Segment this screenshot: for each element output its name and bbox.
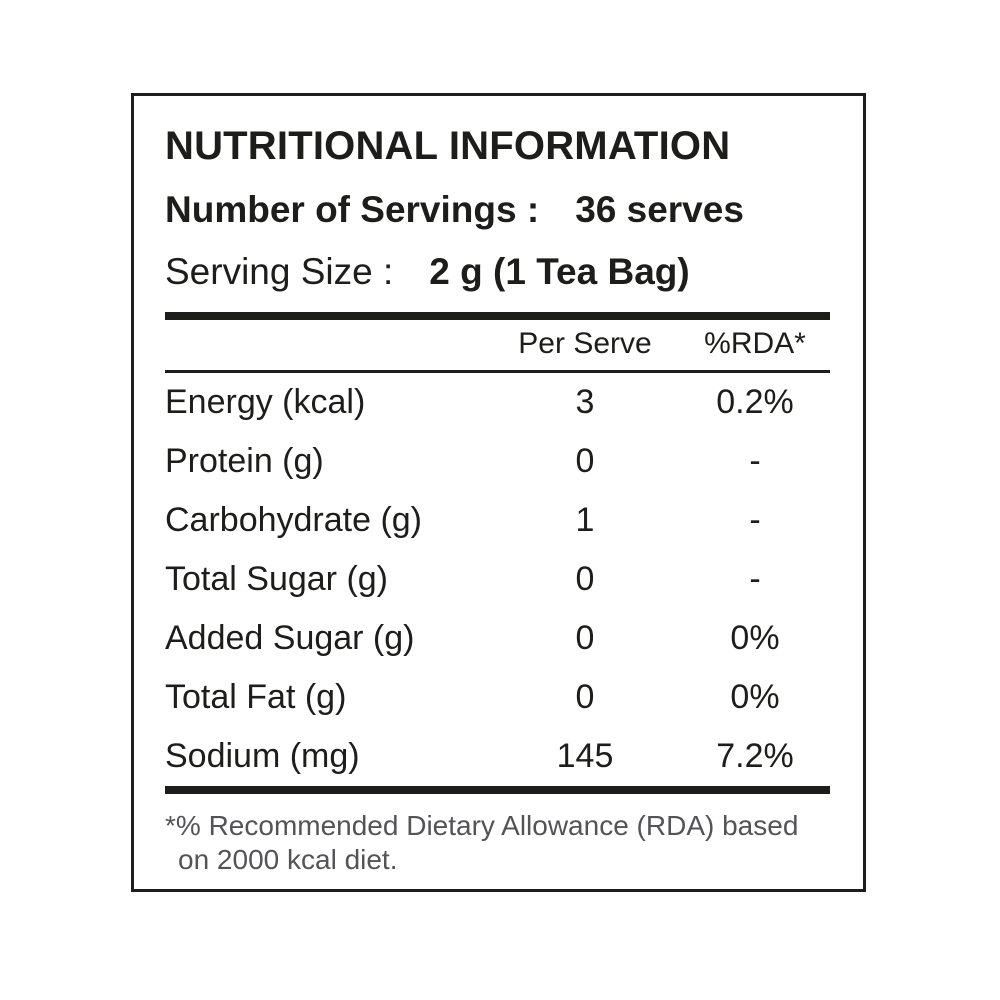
column-header-rda: %RDA* [704,327,806,360]
rda-value: 0.2% [716,383,794,421]
rda-footnote-line1: *% Recommended Dietary Allowance (RDA) b… [165,810,799,841]
rda-value: 7.2% [716,737,794,775]
rda-value: 0% [730,678,780,716]
servings-line: Number of Servings : 36 serves [165,190,830,230]
per-serve-value: 0 [575,619,595,657]
rda-value: - [749,560,761,598]
per-serve-value: 1 [575,501,595,539]
column-header-per-serve: Per Serve [518,327,652,360]
per-serve-value: 145 [556,737,614,775]
serving-size-line: Serving Size : 2 g (1 Tea Bag) [165,252,830,292]
table-header-row: Per Serve %RDA* [165,320,830,370]
nutrient-name: Sodium (mg) [165,737,360,775]
serving-size-value: 2 g (1 Tea Bag) [429,251,690,292]
per-serve-value: 3 [575,383,595,421]
serving-size-label: Serving Size : [165,251,394,292]
rda-value: - [749,501,761,539]
nutrient-name: Total Fat (g) [165,678,347,716]
table-row-energy: Energy (kcal) 3 0.2% [165,373,830,432]
table-row-added-sugar: Added Sugar (g) 0 0% [165,609,830,668]
rda-footnote-line2: on 2000 kcal diet. [178,844,398,875]
table-row-protein: Protein (g) 0 - [165,432,830,491]
nutrient-name: Carbohydrate (g) [165,501,423,539]
table-row-sodium: Sodium (mg) 145 7.2% [165,727,830,786]
nutrient-name: Energy (kcal) [165,383,366,421]
per-serve-value: 0 [575,560,595,598]
servings-label: Number of Servings : [165,189,540,230]
rda-value: 0% [730,619,780,657]
table-row-total-sugar: Total Sugar (g) 0 - [165,550,830,609]
nutrition-facts-panel: NUTRITIONAL INFORMATION Number of Servin… [131,93,866,892]
nutrient-name: Added Sugar (g) [165,619,415,657]
rda-footnote: *% Recommended Dietary Allowance (RDA) b… [165,809,830,877]
servings-value: 36 serves [575,189,744,230]
table-row-carbohydrate: Carbohydrate (g) 1 - [165,491,830,550]
per-serve-value: 0 [575,442,595,480]
divider-top-thick [165,312,830,320]
per-serve-value: 0 [575,678,595,716]
nutrient-name: Total Sugar (g) [165,560,388,598]
rda-value: - [749,442,761,480]
divider-header-thin [165,370,830,373]
nutrient-name: Protein (g) [165,442,324,480]
divider-bottom-thick [165,786,830,794]
table-row-total-fat: Total Fat (g) 0 0% [165,668,830,727]
panel-title: NUTRITIONAL INFORMATION [165,124,731,168]
